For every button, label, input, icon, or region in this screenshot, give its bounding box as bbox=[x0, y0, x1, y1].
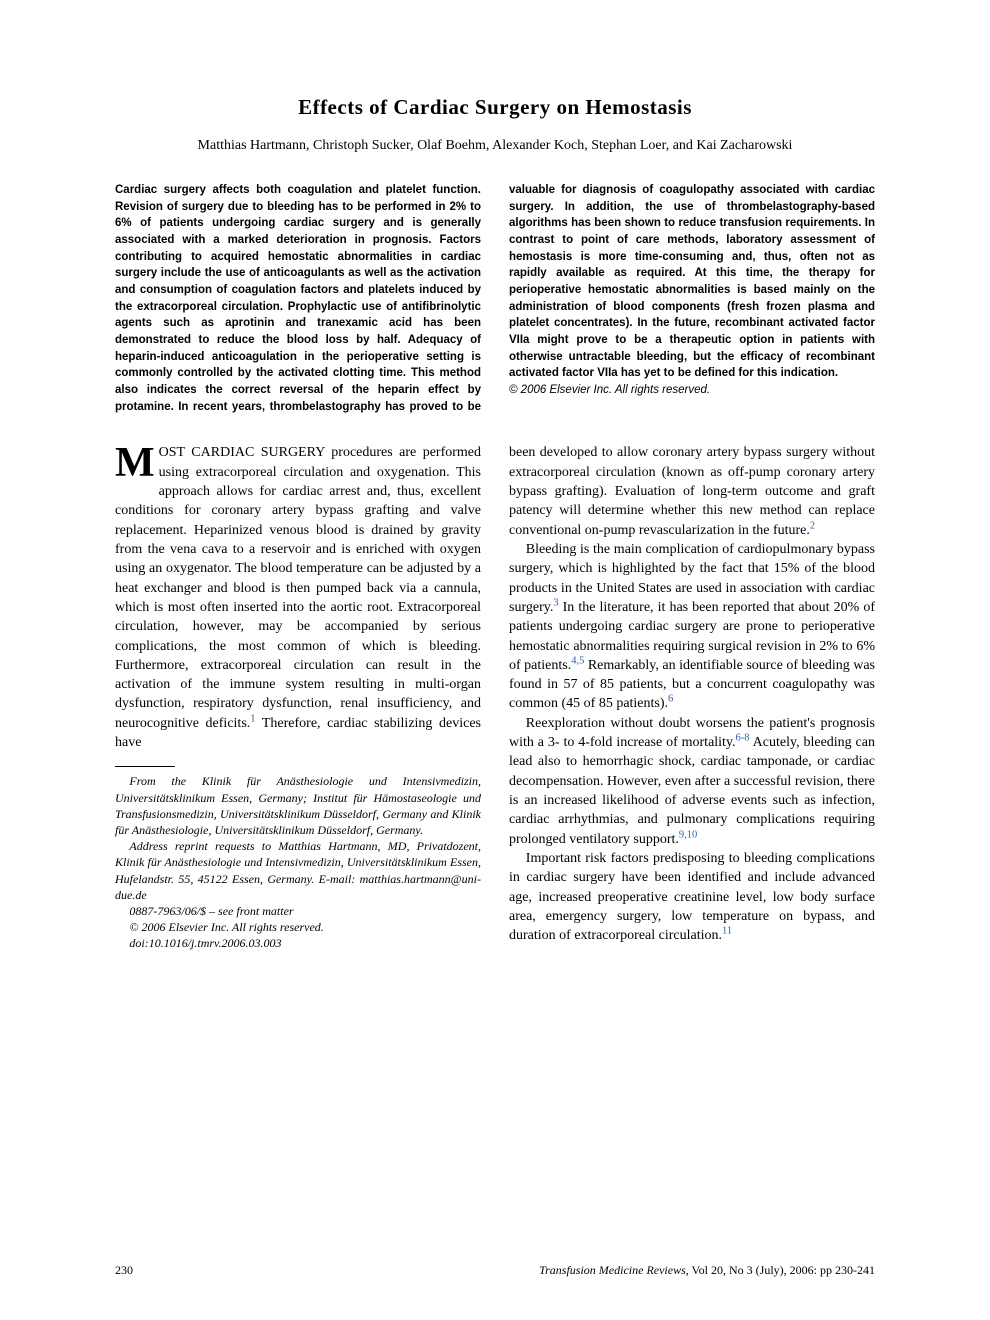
footnote-copyright: © 2006 Elsevier Inc. All rights reserved… bbox=[115, 919, 481, 935]
author-list: Matthias Hartmann, Christoph Sucker, Ola… bbox=[115, 138, 875, 154]
citation-detail: Vol 20, No 3 (July), 2006: pp 230-241 bbox=[689, 1263, 875, 1277]
footnote-issn: 0887-7963/06/$ – see front matter bbox=[115, 903, 481, 919]
body-p4a: Important risk factors predisposing to b… bbox=[509, 851, 875, 943]
ref-link-4-5[interactable]: 4,5 bbox=[571, 655, 584, 666]
article-body: MOST CARDIAC SURGERY procedures are perf… bbox=[115, 443, 875, 951]
ref-link-6[interactable]: 6 bbox=[668, 694, 673, 705]
page-number: 230 bbox=[115, 1263, 133, 1278]
journal-citation: Transfusion Medicine Reviews, Vol 20, No… bbox=[539, 1263, 875, 1278]
abstract-copyright: © 2006 Elsevier Inc. All rights reserved… bbox=[509, 384, 710, 396]
dropcap: M bbox=[115, 443, 159, 483]
page-footer: 230 Transfusion Medicine Reviews, Vol 20… bbox=[115, 1263, 875, 1278]
abstract-text: Cardiac surgery affects both coagulation… bbox=[115, 184, 875, 413]
body-p1-text: OST CARDIAC SURGERY procedures are perfo… bbox=[115, 445, 481, 730]
body-paragraph-1b: been developed to allow coronary artery … bbox=[509, 443, 875, 540]
ref-link-11[interactable]: 11 bbox=[722, 926, 732, 937]
footnote-rule bbox=[115, 766, 175, 767]
body-paragraph-1: MOST CARDIAC SURGERY procedures are perf… bbox=[115, 443, 481, 752]
footnotes-block: From the Klinik für Anästhesiologie und … bbox=[115, 773, 481, 951]
article-title: Effects of Cardiac Surgery on Hemostasis bbox=[115, 95, 875, 120]
footnote-from: From the Klinik für Anästhesiologie und … bbox=[115, 773, 481, 838]
ref-link-2[interactable]: 2 bbox=[810, 520, 815, 531]
ref-link-9-10[interactable]: 9,10 bbox=[679, 829, 697, 840]
journal-name: Transfusion Medicine Reviews, bbox=[539, 1263, 689, 1277]
footnote-address: Address reprint requests to Matthias Har… bbox=[115, 838, 481, 903]
body-p1b-text: been developed to allow coronary artery … bbox=[509, 445, 875, 537]
footnote-doi: doi:10.1016/j.tmrv.2006.03.003 bbox=[115, 935, 481, 951]
body-paragraph-2: Bleeding is the main complication of car… bbox=[509, 540, 875, 714]
abstract: Cardiac surgery affects both coagulation… bbox=[115, 182, 875, 415]
body-paragraph-3: Reexploration without doubt worsens the … bbox=[509, 714, 875, 849]
body-paragraph-4: Important risk factors predisposing to b… bbox=[509, 849, 875, 946]
ref-link-6-8[interactable]: 6-8 bbox=[736, 732, 750, 743]
